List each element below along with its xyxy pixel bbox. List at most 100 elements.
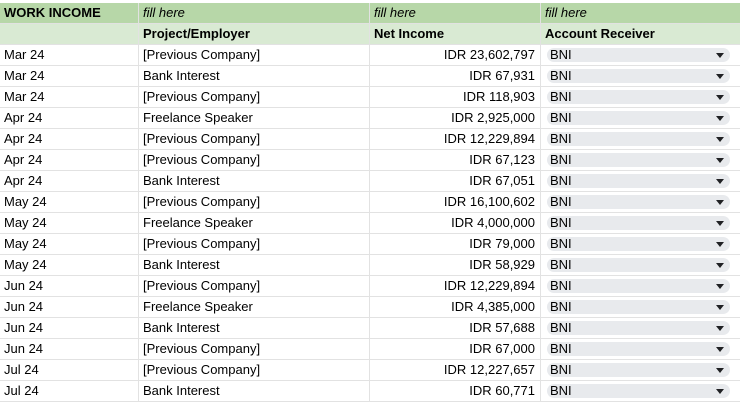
dropdown-arrow-icon[interactable] bbox=[716, 116, 724, 121]
project-cell[interactable]: [Previous Company] bbox=[139, 192, 370, 213]
net-income-cell[interactable]: IDR 2,925,000 bbox=[370, 108, 541, 129]
dropdown-arrow-icon[interactable] bbox=[716, 347, 724, 352]
account-receiver-cell[interactable]: BNI bbox=[541, 255, 740, 276]
header-cell-income[interactable]: Net Income bbox=[370, 24, 541, 45]
month-cell[interactable]: Mar 24 bbox=[0, 45, 139, 66]
fill-here-cell[interactable]: fill here bbox=[139, 3, 370, 24]
month-cell[interactable]: May 24 bbox=[0, 255, 139, 276]
account-dropdown-chip[interactable] bbox=[547, 48, 730, 62]
account-receiver-cell[interactable]: BNI bbox=[541, 318, 740, 339]
account-dropdown-chip[interactable] bbox=[547, 300, 730, 314]
month-cell[interactable]: Apr 24 bbox=[0, 129, 139, 150]
account-receiver-cell[interactable]: BNI bbox=[541, 87, 740, 108]
month-cell[interactable]: Jun 24 bbox=[0, 276, 139, 297]
dropdown-arrow-icon[interactable] bbox=[716, 368, 724, 373]
month-cell[interactable]: Mar 24 bbox=[0, 66, 139, 87]
net-income-cell[interactable]: IDR 4,000,000 bbox=[370, 213, 541, 234]
month-cell[interactable]: May 24 bbox=[0, 234, 139, 255]
account-receiver-cell[interactable]: BNI bbox=[541, 381, 740, 402]
account-receiver-cell[interactable]: BNI bbox=[541, 66, 740, 87]
project-cell[interactable]: Freelance Speaker bbox=[139, 297, 370, 318]
account-receiver-cell[interactable]: BNI bbox=[541, 192, 740, 213]
account-receiver-cell[interactable]: BNI bbox=[541, 108, 740, 129]
net-income-cell[interactable]: IDR 57,688 bbox=[370, 318, 541, 339]
account-dropdown-chip[interactable] bbox=[547, 258, 730, 272]
account-receiver-cell[interactable]: BNI bbox=[541, 339, 740, 360]
project-cell[interactable]: Bank Interest bbox=[139, 318, 370, 339]
dropdown-arrow-icon[interactable] bbox=[716, 95, 724, 100]
project-cell[interactable]: [Previous Company] bbox=[139, 360, 370, 381]
account-dropdown-chip[interactable] bbox=[547, 195, 730, 209]
fill-here-cell[interactable]: fill here bbox=[541, 3, 740, 24]
account-dropdown-chip[interactable] bbox=[547, 363, 730, 377]
net-income-cell[interactable]: IDR 12,227,657 bbox=[370, 360, 541, 381]
header-cell-account[interactable]: Account Receiver bbox=[541, 24, 740, 45]
section-title-cell[interactable]: WORK INCOME bbox=[0, 3, 139, 24]
net-income-cell[interactable]: IDR 67,123 bbox=[370, 150, 541, 171]
month-cell[interactable]: Apr 24 bbox=[0, 171, 139, 192]
header-cell-project[interactable]: Project/Employer bbox=[139, 24, 370, 45]
net-income-cell[interactable]: IDR 12,229,894 bbox=[370, 276, 541, 297]
month-cell[interactable]: May 24 bbox=[0, 213, 139, 234]
account-receiver-cell[interactable]: BNI bbox=[541, 213, 740, 234]
account-receiver-cell[interactable]: BNI bbox=[541, 129, 740, 150]
net-income-cell[interactable]: IDR 67,000 bbox=[370, 339, 541, 360]
project-cell[interactable]: [Previous Company] bbox=[139, 150, 370, 171]
fill-here-cell[interactable]: fill here bbox=[370, 3, 541, 24]
account-dropdown-chip[interactable] bbox=[547, 384, 730, 398]
account-receiver-cell[interactable]: BNI bbox=[541, 234, 740, 255]
dropdown-arrow-icon[interactable] bbox=[716, 326, 724, 331]
project-cell[interactable]: [Previous Company] bbox=[139, 87, 370, 108]
month-cell[interactable]: Jun 24 bbox=[0, 318, 139, 339]
month-cell[interactable]: Apr 24 bbox=[0, 108, 139, 129]
account-receiver-cell[interactable]: BNI bbox=[541, 150, 740, 171]
account-dropdown-chip[interactable] bbox=[547, 111, 730, 125]
header-cell-month[interactable] bbox=[0, 24, 139, 45]
net-income-cell[interactable]: IDR 58,929 bbox=[370, 255, 541, 276]
net-income-cell[interactable]: IDR 60,771 bbox=[370, 381, 541, 402]
project-cell[interactable]: Bank Interest bbox=[139, 255, 370, 276]
month-cell[interactable]: Jul 24 bbox=[0, 360, 139, 381]
net-income-cell[interactable]: IDR 16,100,602 bbox=[370, 192, 541, 213]
project-cell[interactable]: Freelance Speaker bbox=[139, 213, 370, 234]
month-cell[interactable]: May 24 bbox=[0, 192, 139, 213]
account-dropdown-chip[interactable] bbox=[547, 237, 730, 251]
net-income-cell[interactable]: IDR 67,931 bbox=[370, 66, 541, 87]
dropdown-arrow-icon[interactable] bbox=[716, 53, 724, 58]
project-cell[interactable]: [Previous Company] bbox=[139, 45, 370, 66]
dropdown-arrow-icon[interactable] bbox=[716, 200, 724, 205]
account-dropdown-chip[interactable] bbox=[547, 153, 730, 167]
account-dropdown-chip[interactable] bbox=[547, 174, 730, 188]
net-income-cell[interactable]: IDR 118,903 bbox=[370, 87, 541, 108]
account-receiver-cell[interactable]: BNI bbox=[541, 45, 740, 66]
net-income-cell[interactable]: IDR 79,000 bbox=[370, 234, 541, 255]
month-cell[interactable]: Jun 24 bbox=[0, 339, 139, 360]
dropdown-arrow-icon[interactable] bbox=[716, 284, 724, 289]
dropdown-arrow-icon[interactable] bbox=[716, 137, 724, 142]
dropdown-arrow-icon[interactable] bbox=[716, 221, 724, 226]
net-income-cell[interactable]: IDR 12,229,894 bbox=[370, 129, 541, 150]
account-receiver-cell[interactable]: BNI bbox=[541, 276, 740, 297]
dropdown-arrow-icon[interactable] bbox=[716, 389, 724, 394]
account-receiver-cell[interactable]: BNI bbox=[541, 360, 740, 381]
month-cell[interactable]: Jul 24 bbox=[0, 381, 139, 402]
project-cell[interactable]: [Previous Company] bbox=[139, 234, 370, 255]
dropdown-arrow-icon[interactable] bbox=[716, 179, 724, 184]
project-cell[interactable]: Bank Interest bbox=[139, 381, 370, 402]
dropdown-arrow-icon[interactable] bbox=[716, 242, 724, 247]
account-dropdown-chip[interactable] bbox=[547, 132, 730, 146]
net-income-cell[interactable]: IDR 23,602,797 bbox=[370, 45, 541, 66]
account-dropdown-chip[interactable] bbox=[547, 90, 730, 104]
account-receiver-cell[interactable]: BNI bbox=[541, 297, 740, 318]
month-cell[interactable]: Jun 24 bbox=[0, 297, 139, 318]
month-cell[interactable]: Apr 24 bbox=[0, 150, 139, 171]
account-dropdown-chip[interactable] bbox=[547, 321, 730, 335]
project-cell[interactable]: Bank Interest bbox=[139, 66, 370, 87]
account-dropdown-chip[interactable] bbox=[547, 216, 730, 230]
project-cell[interactable]: [Previous Company] bbox=[139, 129, 370, 150]
dropdown-arrow-icon[interactable] bbox=[716, 74, 724, 79]
net-income-cell[interactable]: IDR 67,051 bbox=[370, 171, 541, 192]
dropdown-arrow-icon[interactable] bbox=[716, 305, 724, 310]
account-dropdown-chip[interactable] bbox=[547, 69, 730, 83]
account-dropdown-chip[interactable] bbox=[547, 342, 730, 356]
